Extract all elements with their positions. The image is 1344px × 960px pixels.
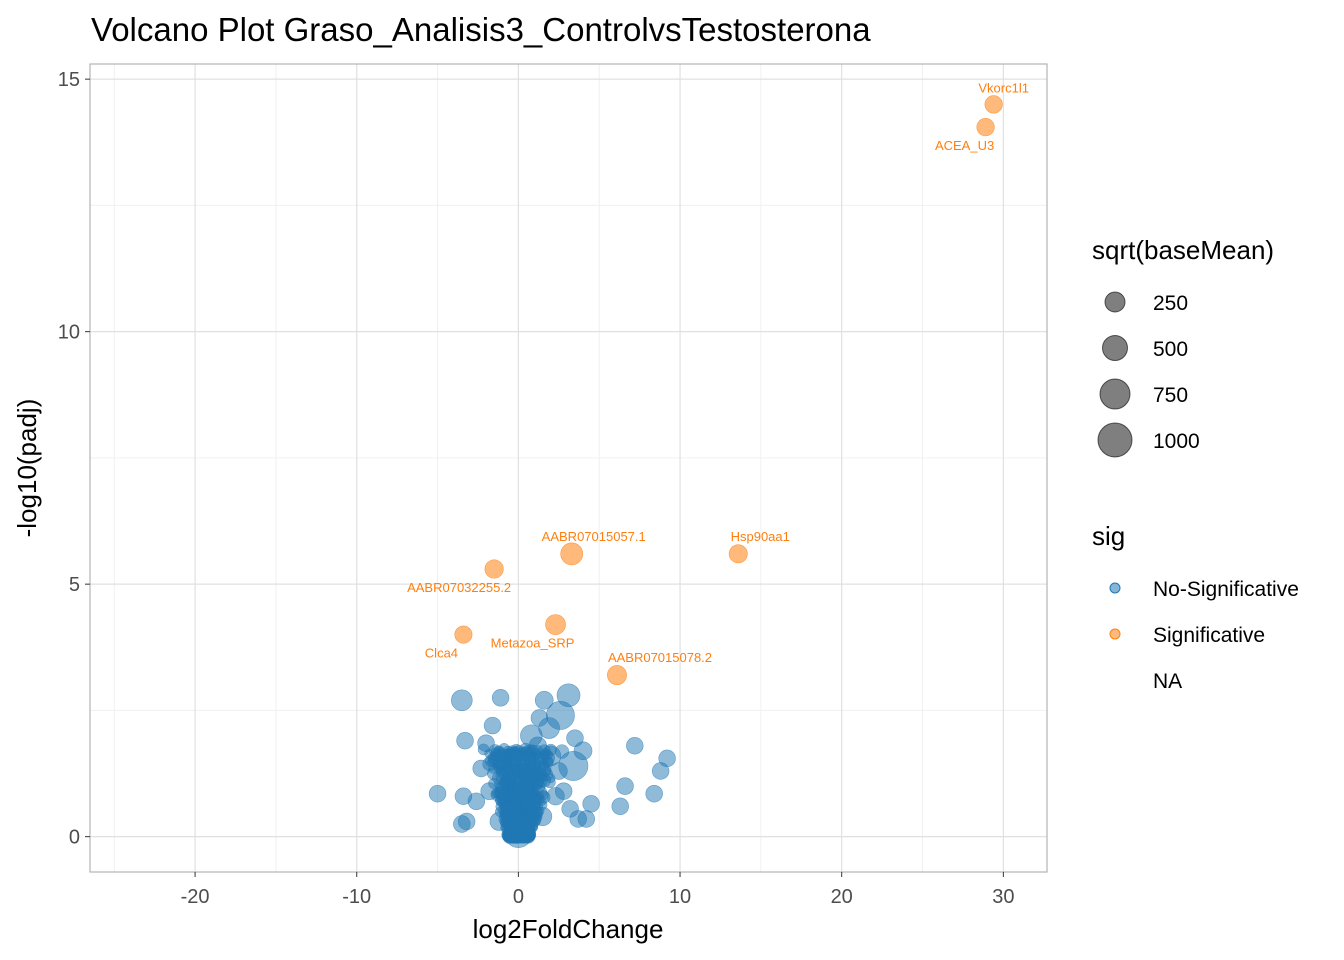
legend-sig: sig No-Significative Significative NA [1092, 521, 1299, 693]
legend-size-label: 1000 [1153, 430, 1200, 453]
y-tick-label: 10 [58, 322, 80, 344]
point-label: Metazoa_SRP [491, 636, 575, 651]
data-point-no-significative [472, 759, 490, 778]
legend-sig-label: Significative [1153, 624, 1265, 647]
data-point-no-significative [611, 797, 629, 816]
data-point-no-significative [509, 817, 534, 842]
x-tick-label: 10 [669, 886, 691, 908]
grid-minor [90, 64, 1047, 872]
data-point-significative [984, 95, 1003, 114]
point-label: Clca4 [425, 646, 458, 661]
legend-sig-key [1109, 628, 1121, 640]
data-point-significative [484, 559, 504, 579]
x-tick-label: 0 [513, 886, 524, 908]
data-point-no-significative [573, 741, 593, 761]
significative-points [454, 95, 1003, 686]
data-point-significative [607, 665, 627, 686]
data-point-no-significative [651, 762, 670, 780]
data-point-no-significative [483, 716, 502, 735]
data-point-no-significative [428, 785, 447, 803]
data-point-no-significative [616, 777, 634, 795]
x-tick-label: -10 [342, 886, 371, 908]
data-point-significative [454, 625, 473, 644]
x-axis-ticks: -20 -10 0 10 20 30 [181, 872, 1014, 908]
legend-size-label: 250 [1153, 292, 1188, 315]
grid-major [90, 64, 1047, 872]
legend-size: sqrt(baseMean) 250 500 750 1000 [1092, 235, 1274, 458]
data-point-no-significative [493, 752, 512, 770]
data-point-no-significative [456, 731, 474, 750]
point-label: Hsp90aa1 [731, 529, 790, 544]
legend-size-key [1097, 422, 1133, 458]
point-label: AABR07015057.1 [542, 529, 646, 544]
point-labels: Vkorc1l1 ACEA_U3 AABR07015057.1 Hsp90aa1 AAB… [407, 80, 1029, 665]
y-tick-label: 0 [69, 827, 80, 849]
x-tick-label: -20 [181, 886, 210, 908]
point-label: AABR07015078.2 [608, 650, 712, 665]
data-point-no-significative [533, 806, 553, 826]
point-label: AABR07032255.2 [407, 580, 511, 595]
legend-size-key [1104, 291, 1126, 313]
legend-size-label: 750 [1153, 384, 1188, 407]
data-point-no-significative [530, 709, 549, 727]
data-point-no-significative [480, 782, 499, 801]
x-tick-label: 20 [831, 886, 853, 908]
data-point-no-significative [540, 745, 562, 767]
legend-size-entries: 250 500 750 1000 [1097, 291, 1200, 458]
data-point-no-significative [626, 737, 644, 755]
data-point-no-significative [495, 766, 516, 786]
point-label: ACEA_U3 [935, 138, 994, 153]
data-point-no-significative [549, 762, 568, 780]
legend-size-key [1102, 335, 1128, 361]
legend-sig-key [1109, 582, 1121, 594]
legend-sig-entries: No-Significative Significative NA [1109, 578, 1299, 693]
legend-size-key [1099, 378, 1131, 410]
data-point-no-significative [577, 810, 596, 828]
plot-border [89, 63, 1048, 873]
point-label: Vkorc1l1 [978, 80, 1029, 95]
data-point-significative [976, 118, 995, 137]
data-point-no-significative [498, 789, 511, 802]
data-point-significative [728, 544, 748, 564]
legend-sig-label: No-Significative [1153, 578, 1299, 601]
data-point-no-significative [534, 690, 554, 710]
x-axis-label: log2FoldChange [473, 914, 664, 944]
y-tick-label: 5 [69, 574, 80, 596]
data-point-no-significative [512, 775, 534, 797]
data-point-no-significative [451, 689, 473, 712]
data-point-significative [560, 542, 584, 566]
y-axis-ticks: 0 5 10 15 [58, 69, 90, 849]
legend-sig-title: sig [1092, 521, 1125, 551]
data-point-no-significative [566, 729, 584, 747]
data-point-no-significative [453, 815, 471, 833]
data-point-no-significative [645, 785, 663, 803]
data-point-no-significative [489, 812, 509, 831]
y-tick-label: 15 [58, 69, 80, 91]
data-point-significative [545, 614, 566, 635]
legend-size-title: sqrt(baseMean) [1092, 235, 1274, 265]
data-point-no-significative [467, 792, 486, 811]
data-point-no-significative [477, 734, 495, 752]
chart-title: Volcano Plot Graso_Analisis3_ControlvsTe… [91, 11, 871, 48]
plot-panel: Vkorc1l1 ACEA_U3 AABR07015057.1 Hsp90aa1 AAB… [89, 63, 1048, 873]
data-point-no-significative [491, 689, 510, 707]
data-point-no-significative [528, 736, 547, 755]
no-significative-points [428, 683, 676, 848]
y-axis-label: -log10(padj) [12, 399, 42, 538]
legend-size-label: 500 [1153, 338, 1188, 361]
x-tick-label: 30 [992, 886, 1014, 908]
data-point-no-significative [546, 787, 565, 806]
legend-sig-label: NA [1153, 670, 1182, 693]
data-point-no-significative [582, 795, 600, 813]
